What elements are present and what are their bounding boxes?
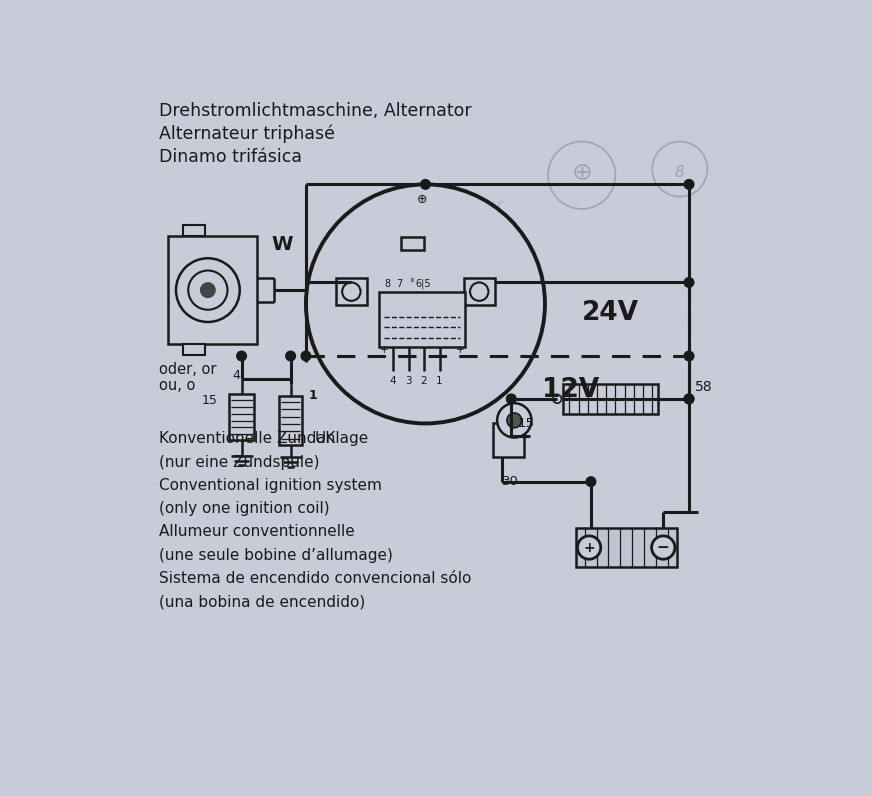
Text: Dinamo trifásica: Dinamo trifásica	[159, 148, 302, 166]
Text: oder, or: oder, or	[159, 362, 216, 377]
Text: W: W	[271, 235, 292, 254]
Text: 15: 15	[517, 417, 535, 430]
Circle shape	[188, 271, 228, 310]
Circle shape	[285, 350, 296, 361]
Bar	[379, 291, 466, 347]
Text: Benzinmotor: Benzinmotor	[390, 197, 504, 215]
Text: 12V: 12V	[542, 377, 599, 403]
Circle shape	[684, 277, 694, 288]
Circle shape	[506, 393, 517, 404]
Circle shape	[342, 283, 360, 301]
Bar	[493, 423, 523, 457]
Text: Konventionelle Zündanlage: Konventionelle Zündanlage	[159, 431, 368, 447]
Text: Drehstromlichtmaschine, Alternator: Drehstromlichtmaschine, Alternator	[159, 102, 472, 120]
Bar	[576, 528, 677, 568]
Text: 24V: 24V	[582, 300, 639, 326]
Text: 3: 3	[405, 377, 412, 386]
Circle shape	[652, 142, 707, 197]
Circle shape	[200, 282, 216, 298]
Circle shape	[684, 393, 694, 404]
Text: UK: UK	[315, 431, 337, 447]
Text: 8: 8	[385, 279, 391, 289]
Bar	[168, 236, 257, 344]
Text: 4, 5, 6 oder 8 Zylinder: 4, 5, 6 oder 8 Zylinder	[364, 230, 505, 243]
Circle shape	[176, 258, 240, 322]
Circle shape	[684, 350, 694, 361]
Bar	[336, 278, 366, 305]
Text: 6|5: 6|5	[416, 278, 432, 289]
Text: 30: 30	[502, 475, 519, 488]
Circle shape	[585, 476, 596, 487]
Bar	[464, 278, 494, 305]
Text: 8: 8	[675, 165, 685, 180]
Text: 4stroke engine, 4,6,8 cyl: 4stroke engine, 4,6,8 cyl	[378, 256, 516, 266]
Text: 2: 2	[420, 377, 427, 386]
Text: 1: 1	[309, 389, 317, 402]
Text: Allumeur conventionnelle: Allumeur conventionnelle	[159, 525, 355, 540]
Text: 58: 58	[695, 380, 712, 394]
Text: (nur eine Zündspule): (nur eine Zündspule)	[159, 455, 319, 470]
Circle shape	[684, 179, 694, 190]
Text: ⊕: ⊕	[417, 193, 427, 206]
Text: Alternateur triphasé: Alternateur triphasé	[159, 125, 335, 143]
Bar	[563, 384, 658, 414]
Text: +: +	[456, 345, 465, 355]
Text: (una bobina de encendido): (una bobina de encendido)	[159, 595, 365, 609]
Text: Sistema de encendido convencional sólo: Sistema de encendido convencional sólo	[159, 571, 471, 586]
Bar	[401, 236, 424, 250]
Text: °: °	[409, 279, 413, 289]
Text: −: −	[657, 540, 670, 555]
Bar	[228, 394, 255, 440]
Text: (only one ignition coil): (only one ignition coil)	[159, 501, 330, 516]
Text: 1: 1	[436, 377, 443, 386]
Text: 4: 4	[390, 377, 396, 386]
Circle shape	[301, 350, 311, 361]
Text: 15: 15	[201, 394, 218, 407]
Text: Conventional ignition system: Conventional ignition system	[159, 478, 382, 493]
Circle shape	[548, 142, 616, 209]
Circle shape	[236, 350, 247, 361]
Circle shape	[577, 536, 601, 560]
Text: Moteur 4, 6 ou 8 cyl: Moteur 4, 6 ou 8 cyl	[392, 280, 502, 291]
Circle shape	[306, 185, 545, 423]
Circle shape	[470, 283, 488, 301]
Text: ou, o: ou, o	[159, 378, 195, 393]
Text: 4: 4	[232, 369, 241, 382]
Text: +: +	[583, 540, 595, 555]
Bar	[183, 344, 205, 355]
Circle shape	[497, 404, 531, 438]
Circle shape	[420, 179, 431, 190]
Text: (une seule bobine d’allumage): (une seule bobine d’allumage)	[159, 548, 392, 563]
Bar	[183, 225, 205, 236]
Circle shape	[507, 413, 521, 427]
Text: 7: 7	[397, 279, 403, 289]
Text: +: +	[380, 345, 389, 355]
Bar	[279, 396, 303, 445]
Circle shape	[651, 536, 675, 560]
Circle shape	[684, 393, 694, 404]
Text: ⊕: ⊕	[571, 161, 592, 185]
